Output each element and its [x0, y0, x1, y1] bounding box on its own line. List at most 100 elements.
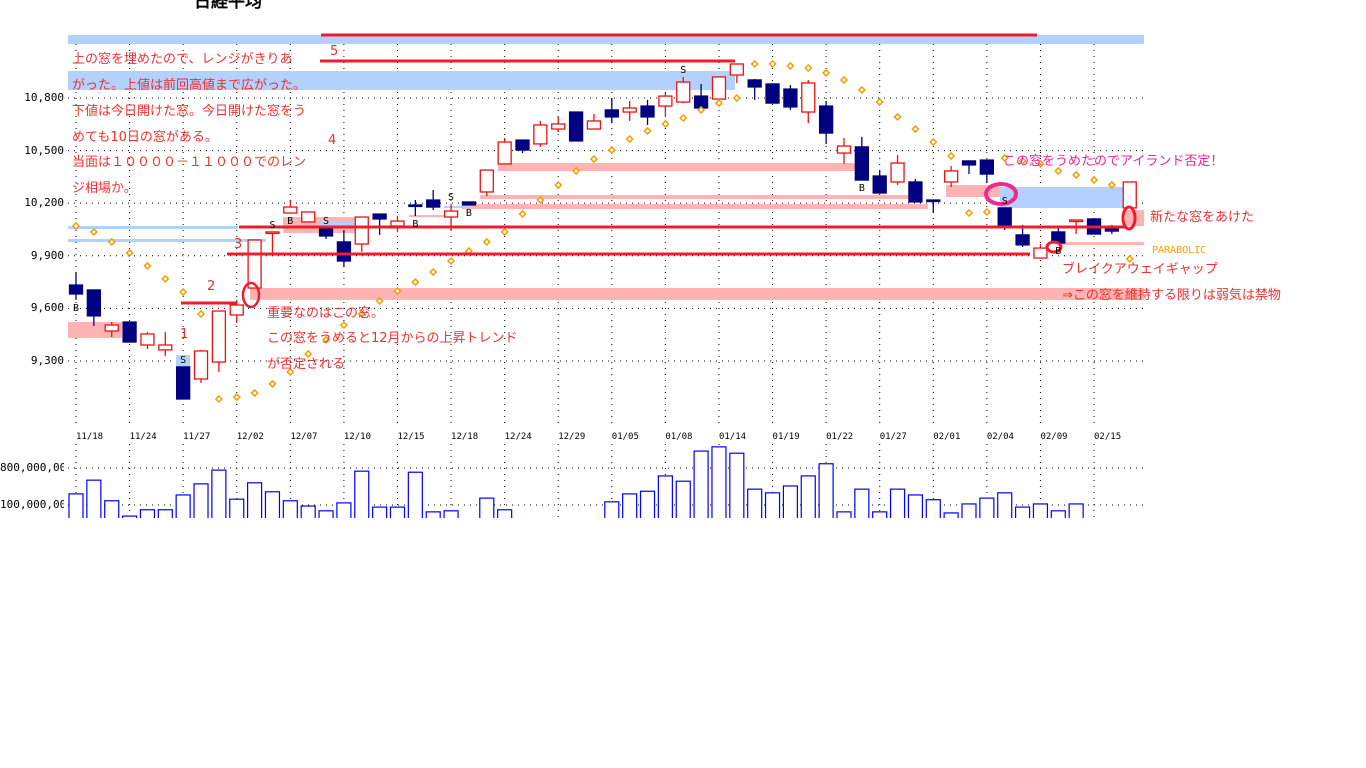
candle-body: [801, 82, 816, 113]
volume-bar: [622, 493, 638, 518]
volume-bar: [157, 509, 173, 518]
parabolic-dot: [1107, 180, 1116, 190]
parabolic-dot: [518, 209, 527, 219]
x-tick-label: 11/24: [129, 432, 157, 442]
parabolic-dot: [1000, 153, 1009, 163]
parabolic-dot: [143, 261, 152, 270]
candle-body: [872, 175, 887, 194]
candle-body: [676, 81, 691, 103]
candle-body: [176, 366, 191, 400]
volume-tick-label: 800,000,000: [0, 461, 64, 474]
candle-body: [747, 79, 762, 88]
candle-body: [568, 111, 584, 142]
volume-bar: [747, 488, 763, 518]
candle-body: [122, 321, 137, 343]
parabolic-dot: [875, 97, 884, 107]
parabolic-dot: [214, 394, 223, 404]
parabolic-dot: [232, 393, 241, 402]
signals: B S S B S B S B S B S B: [73, 65, 1061, 366]
signal-marker: B: [73, 303, 79, 314]
candle-body: [908, 181, 923, 203]
parabolic-dot: [1125, 254, 1134, 263]
volume-bar: [354, 470, 370, 518]
parabolic-dot: [554, 180, 563, 190]
candle-body: [408, 204, 423, 208]
parabolic-dot: [357, 309, 366, 319]
signal-marker: B: [412, 219, 418, 230]
candle-body: [1104, 228, 1120, 232]
volume-bar: [264, 491, 281, 518]
candle-body: [1033, 247, 1048, 259]
volume-bar: [407, 471, 423, 518]
gap-band: [68, 226, 238, 229]
chart-title: 日経平均: [194, 0, 262, 12]
volume-bar: [639, 490, 656, 518]
parabolic-dot: [768, 59, 777, 69]
gap-number-2: 2: [207, 279, 216, 294]
volume-bar: [104, 500, 120, 518]
gap-band: [1062, 242, 1144, 245]
signal-marker: S: [1002, 196, 1008, 207]
candle-body: [443, 210, 459, 218]
volume-bar: [175, 494, 191, 518]
candlestick-chart: B S S B S B S B S B S B: [68, 33, 1144, 518]
candle-body: [479, 169, 494, 193]
volume-bar: [907, 494, 924, 518]
x-tick-label: 01/22: [826, 432, 854, 442]
parabolic-dot: [964, 208, 974, 218]
parabolic-dot: [1036, 159, 1045, 168]
volume-bar: [300, 505, 316, 518]
x-tick-label: 02/04: [986, 432, 1014, 442]
volume-bar: [247, 482, 263, 518]
gap-band: [176, 355, 190, 367]
signal-marker: S: [269, 220, 275, 231]
volume-bar: [497, 509, 513, 518]
parabolic-dot: [500, 227, 509, 236]
island-note: この窓をうめたのでアイランド否定！: [1003, 154, 1224, 169]
x-tick-label: 01/08: [665, 432, 693, 442]
parabolic-dot: [446, 256, 456, 266]
left-note-line-6: ジ相場か。: [72, 181, 137, 196]
parabolic-dot: [107, 237, 116, 246]
candle-body: [533, 124, 548, 145]
parabolic-dot: [304, 349, 313, 358]
volume-bar: [336, 502, 352, 518]
parabolic-dot: [536, 195, 545, 205]
volume-bar: [889, 488, 906, 518]
parabolic-dot: [982, 207, 991, 217]
x-tick-label: 01/05: [611, 432, 639, 442]
parabolic-dot: [411, 278, 420, 287]
parabolic-dot: [1072, 170, 1081, 180]
x-tick-label: 12/18: [451, 432, 479, 442]
volume-bar: [782, 485, 799, 518]
parabolic-dot: [929, 137, 938, 147]
candle-body: [783, 88, 798, 108]
x-tick-label: 02/09: [1040, 432, 1068, 442]
parabolic-dot: [1054, 166, 1063, 175]
x-tick-label: 01/27: [879, 432, 907, 442]
candle-body: [658, 95, 673, 107]
gap-band: [462, 204, 928, 209]
gap-number-4: 4: [328, 133, 337, 148]
candle-body: [997, 207, 1012, 227]
volume-bar: [854, 488, 870, 518]
volume-bar: [443, 510, 459, 518]
candle-body: [818, 105, 834, 134]
volume-bar: [675, 480, 691, 518]
x-tick-label: 12/24: [504, 432, 532, 442]
y-tick-label: 9,600: [30, 301, 64, 315]
gap-band: [1000, 187, 1125, 208]
candle-body: [1122, 181, 1137, 209]
candle-body: [336, 241, 352, 262]
candle-body: [765, 83, 780, 104]
left-note-line-4: めても10日の窓がある。: [72, 130, 218, 145]
candle-body: [711, 76, 727, 100]
candle-body: [158, 344, 173, 351]
volume-bar: [925, 499, 941, 518]
volume-bar: [604, 501, 620, 518]
candles: [68, 63, 1137, 400]
left-note-line-2: がった。上値は前回高値まで広がった。: [72, 78, 307, 93]
parabolic-dot: [679, 113, 688, 123]
new-gap-note: 新たな窓をあけた: [1150, 210, 1255, 225]
volume-bar: [657, 475, 673, 518]
